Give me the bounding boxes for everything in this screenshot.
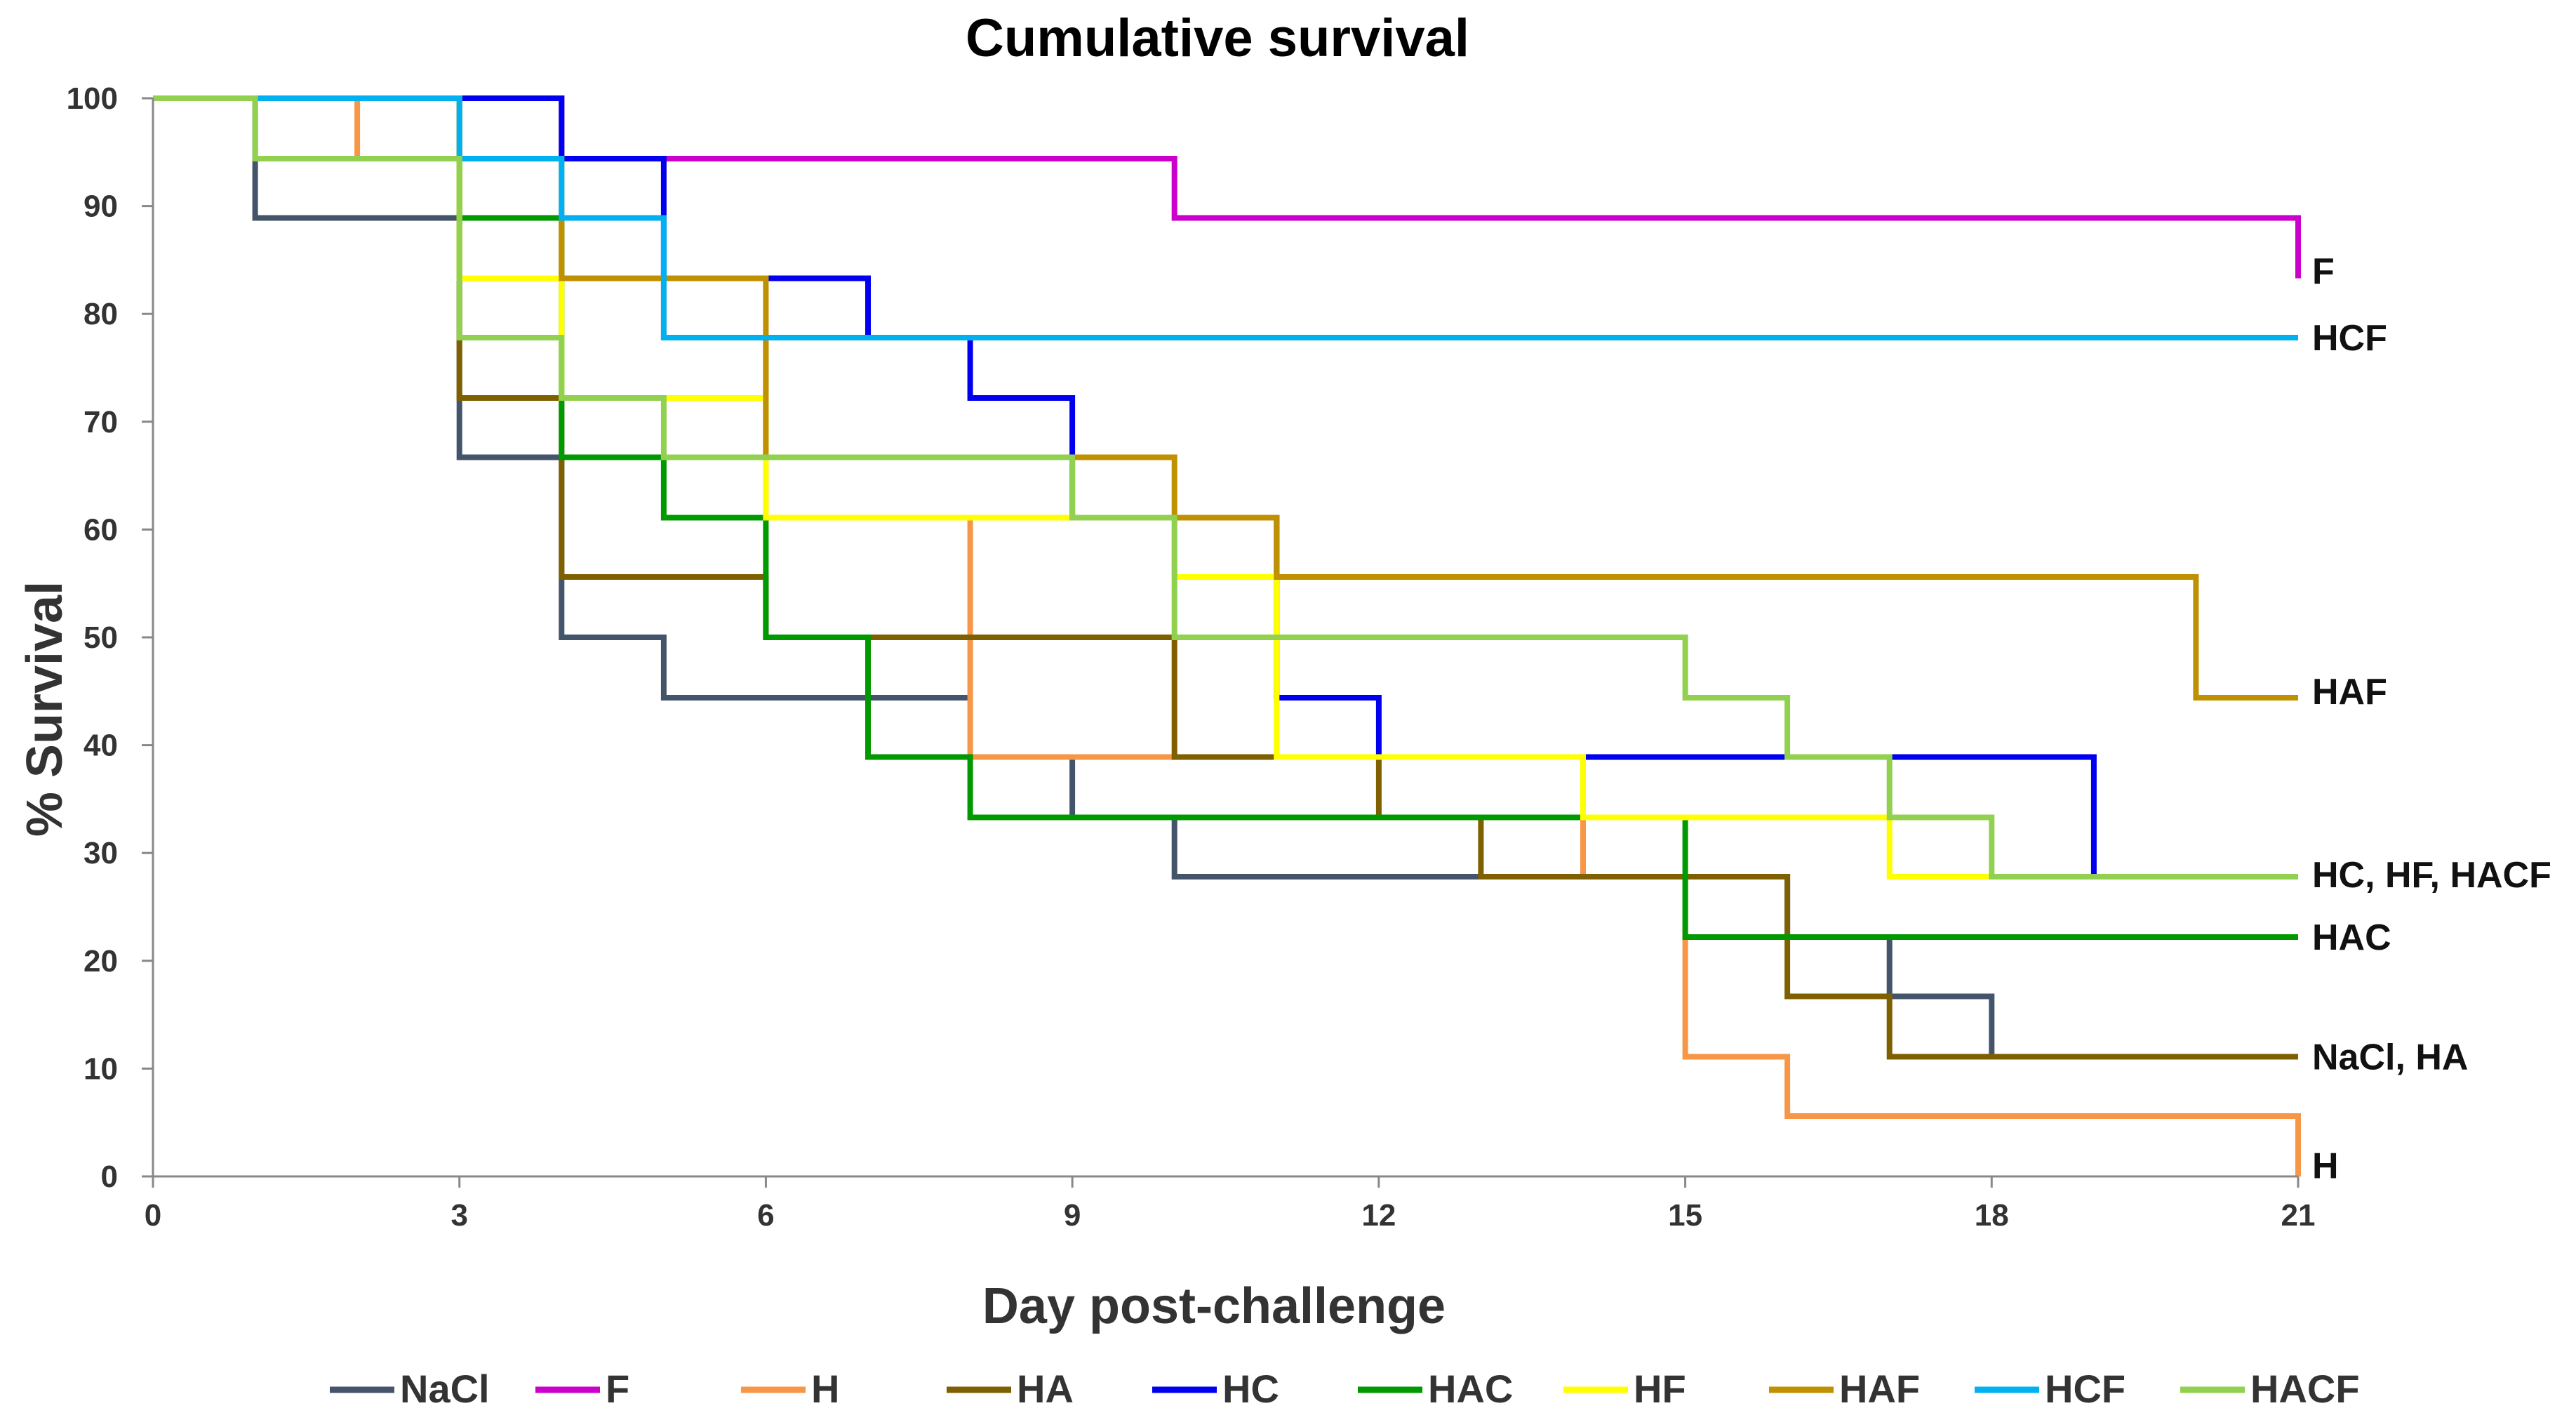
- legend-label-hf: HF: [1634, 1367, 1686, 1411]
- legend-label-hac: HAC: [1428, 1367, 1513, 1411]
- legend-label-haf: HAF: [1839, 1367, 1920, 1411]
- axes: 0 10 20 30 40 50 60 70 80 90 100 0 3 6 9 12 15 18 21: [67, 81, 2316, 1233]
- legend-label-h: H: [811, 1367, 839, 1411]
- x-tick-label: 9: [1064, 1198, 1081, 1233]
- legend-label-nacl: NaCl: [400, 1367, 490, 1411]
- y-tick-label: 70: [84, 405, 118, 439]
- legend-label-ha: HA: [1017, 1367, 1074, 1411]
- y-tick-label: 100: [67, 81, 118, 116]
- y-tick-label: 0: [101, 1160, 118, 1194]
- x-tick-label: 18: [1975, 1198, 2009, 1233]
- series-group: [153, 95, 2301, 1176]
- series-line-hc: [153, 95, 2298, 880]
- legend-label-hcf: HCF: [2045, 1367, 2125, 1411]
- legend-label-hc: HC: [1222, 1367, 1279, 1411]
- x-tick-label: 21: [2281, 1198, 2316, 1233]
- series-line-hf: [153, 95, 2298, 880]
- y-tick-label: 30: [84, 836, 118, 870]
- series-line-ha: [153, 95, 2298, 1060]
- y-axis-title: % Survival: [17, 581, 73, 837]
- x-axis-title: Day post-challenge: [982, 1278, 1446, 1334]
- y-tick-label: 90: [84, 190, 118, 224]
- series-line-f: [153, 95, 2301, 279]
- series-line-hacf: [153, 95, 2298, 880]
- end-label: H: [2312, 1146, 2339, 1187]
- y-tick-label: 50: [84, 620, 118, 655]
- y-tick-label: 20: [84, 944, 118, 978]
- end-label: HAC: [2312, 917, 2391, 958]
- y-tick-label: 80: [84, 297, 118, 331]
- series-line-hcf: [153, 95, 2298, 340]
- x-tick-label: 3: [451, 1198, 467, 1233]
- x-tick-label: 0: [145, 1198, 161, 1233]
- x-tick-label: 6: [757, 1198, 774, 1233]
- legend: NaCl F H HA HC HAC HF HAF HCF HACF: [330, 1367, 2360, 1411]
- chart-title: Cumulative survival: [966, 8, 1469, 68]
- legend-label-hacf: HACF: [2250, 1367, 2360, 1411]
- end-labels: F HCF HAF HC, HF, HACF HAC NaCl, HA H: [2312, 251, 2551, 1187]
- end-label: HAF: [2312, 672, 2387, 712]
- y-tick-label: 40: [84, 729, 118, 763]
- end-label: HCF: [2312, 318, 2387, 359]
- legend-label-f: F: [606, 1367, 629, 1411]
- x-tick-label: 12: [1361, 1198, 1396, 1233]
- y-tick-label: 60: [84, 512, 118, 547]
- series-line-hac: [153, 95, 2298, 940]
- y-tick-label: 10: [84, 1051, 118, 1086]
- x-tick-label: 15: [1668, 1198, 1702, 1233]
- end-label: F: [2312, 251, 2335, 292]
- end-label: NaCl, HA: [2312, 1037, 2468, 1078]
- end-label: HC, HF, HACF: [2312, 855, 2551, 896]
